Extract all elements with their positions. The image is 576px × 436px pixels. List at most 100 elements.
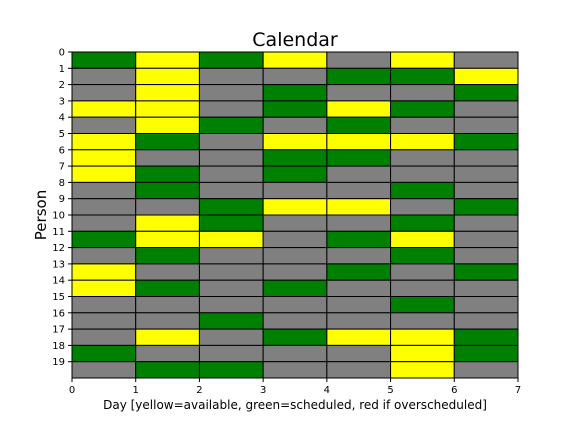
cell-person-1-day-3-gray bbox=[262, 67, 328, 86]
cell-person-6-day-4-scheduled bbox=[326, 149, 392, 167]
y-tick-label: 15 bbox=[52, 292, 65, 303]
cell-person-5-day-2-gray bbox=[198, 133, 264, 151]
cell-person-9-day-5-gray bbox=[390, 198, 455, 216]
y-tick-label: 8 bbox=[59, 178, 65, 189]
cell-person-14-day-5-gray bbox=[390, 279, 455, 298]
cell-person-18-day-4-gray bbox=[326, 344, 392, 363]
x-axis: 0 1 2 3 4 5 6 7 bbox=[69, 378, 521, 396]
cell-person-1-day-4-scheduled bbox=[326, 67, 392, 86]
cell-person-5-day-5-available bbox=[390, 133, 455, 151]
y-tick-label: 12 bbox=[52, 243, 65, 254]
cell-person-9-day-3-available bbox=[262, 198, 328, 216]
y-axis-label: Person bbox=[32, 190, 50, 240]
cell-person-7-day-0-available bbox=[71, 165, 137, 183]
cell-person-16-day-0-gray bbox=[71, 312, 137, 330]
x-tick-label: 1 bbox=[133, 385, 139, 396]
cell-person-7-day-3-scheduled bbox=[262, 165, 328, 183]
cell-person-0-day-5-available bbox=[390, 51, 455, 69]
chart-title: Calendar bbox=[252, 29, 338, 51]
cell-person-15-day-4-gray bbox=[326, 296, 392, 314]
cell-person-16-day-6-gray bbox=[453, 312, 519, 330]
x-tick-label: 7 bbox=[515, 385, 521, 396]
cell-person-14-day-3-scheduled bbox=[262, 279, 328, 298]
cell-person-9-day-1-gray bbox=[135, 198, 200, 216]
calendar-cells bbox=[71, 51, 519, 379]
cell-person-12-day-2-gray bbox=[198, 247, 264, 265]
cell-person-2-day-6-scheduled bbox=[453, 84, 519, 102]
cell-person-2-day-1-available bbox=[135, 84, 200, 102]
cell-person-4-day-6-gray bbox=[453, 116, 519, 134]
y-tick-label: 5 bbox=[59, 129, 65, 140]
cell-person-19-day-1-scheduled bbox=[135, 361, 200, 379]
cell-person-11-day-5-available bbox=[390, 230, 455, 249]
cell-person-1-day-1-available bbox=[135, 67, 200, 86]
cell-person-16-day-2-scheduled bbox=[198, 312, 264, 330]
cell-person-14-day-2-gray bbox=[198, 279, 264, 298]
y-tick-label: 0 bbox=[59, 48, 65, 59]
cell-person-3-day-5-scheduled bbox=[390, 100, 455, 118]
y-tick-label: 14 bbox=[52, 276, 65, 287]
cell-person-10-day-0-gray bbox=[71, 214, 137, 232]
cell-person-4-day-1-available bbox=[135, 116, 200, 134]
cell-person-3-day-6-gray bbox=[453, 100, 519, 118]
cell-person-3-day-2-gray bbox=[198, 100, 264, 118]
cell-person-13-day-3-gray bbox=[262, 263, 328, 281]
cell-person-10-day-5-scheduled bbox=[390, 214, 455, 232]
cell-person-6-day-5-gray bbox=[390, 149, 455, 167]
cell-person-6-day-6-gray bbox=[453, 149, 519, 167]
cell-person-17-day-6-scheduled bbox=[453, 328, 519, 346]
cell-person-12-day-6-gray bbox=[453, 247, 519, 265]
cell-person-11-day-6-gray bbox=[453, 230, 519, 249]
cell-person-5-day-0-available bbox=[71, 133, 137, 151]
cell-person-17-day-1-available bbox=[135, 328, 200, 346]
cell-person-10-day-4-gray bbox=[326, 214, 392, 232]
cell-person-2-day-0-gray bbox=[71, 84, 137, 102]
cell-person-13-day-6-scheduled bbox=[453, 263, 519, 281]
x-tick-label: 4 bbox=[324, 385, 330, 396]
cell-person-6-day-0-available bbox=[71, 149, 137, 167]
cell-person-1-day-5-scheduled bbox=[390, 67, 455, 86]
cell-person-2-day-2-gray bbox=[198, 84, 264, 102]
cell-person-13-day-4-scheduled bbox=[326, 263, 392, 281]
cell-person-14-day-0-available bbox=[71, 279, 137, 298]
y-tick-label: 4 bbox=[59, 113, 65, 124]
cell-person-1-day-2-gray bbox=[198, 67, 264, 86]
cell-person-0-day-2-scheduled bbox=[198, 51, 264, 69]
cell-person-17-day-2-gray bbox=[198, 328, 264, 346]
cell-person-0-day-1-available bbox=[135, 51, 200, 69]
cell-person-4-day-3-gray bbox=[262, 116, 328, 134]
cell-person-11-day-0-scheduled bbox=[71, 230, 137, 249]
x-tick-label: 0 bbox=[69, 385, 75, 396]
cell-person-7-day-4-gray bbox=[326, 165, 392, 183]
cell-person-9-day-6-scheduled bbox=[453, 198, 519, 216]
cell-person-7-day-6-gray bbox=[453, 165, 519, 183]
y-tick-label: 16 bbox=[52, 308, 65, 319]
cell-person-10-day-1-available bbox=[135, 214, 200, 232]
cell-person-8-day-2-gray bbox=[198, 181, 264, 200]
cell-person-7-day-2-gray bbox=[198, 165, 264, 183]
cell-person-12-day-4-gray bbox=[326, 247, 392, 265]
cell-person-10-day-3-gray bbox=[262, 214, 328, 232]
cell-person-15-day-0-gray bbox=[71, 296, 137, 314]
cell-person-12-day-3-gray bbox=[262, 247, 328, 265]
cell-person-16-day-3-gray bbox=[262, 312, 328, 330]
x-tick-label: 3 bbox=[260, 385, 266, 396]
cell-person-17-day-5-available bbox=[390, 328, 455, 346]
cell-person-2-day-5-gray bbox=[390, 84, 455, 102]
cell-person-3-day-3-scheduled bbox=[262, 100, 328, 118]
cell-person-18-day-1-gray bbox=[135, 344, 200, 363]
y-tick-label: 10 bbox=[52, 211, 65, 222]
y-tick-label: 2 bbox=[59, 80, 65, 91]
y-tick-label: 11 bbox=[52, 227, 65, 238]
cell-person-17-day-0-gray bbox=[71, 328, 137, 346]
x-axis-label: Day [yellow=available, green=scheduled, … bbox=[103, 398, 487, 412]
cell-person-18-day-3-gray bbox=[262, 344, 328, 363]
cell-person-19-day-6-gray bbox=[453, 361, 519, 379]
cell-person-5-day-3-available bbox=[262, 133, 328, 151]
y-tick-label: 9 bbox=[59, 194, 65, 205]
cell-person-4-day-4-scheduled bbox=[326, 116, 392, 134]
y-tick-label: 13 bbox=[52, 259, 65, 270]
cell-person-14-day-4-gray bbox=[326, 279, 392, 298]
